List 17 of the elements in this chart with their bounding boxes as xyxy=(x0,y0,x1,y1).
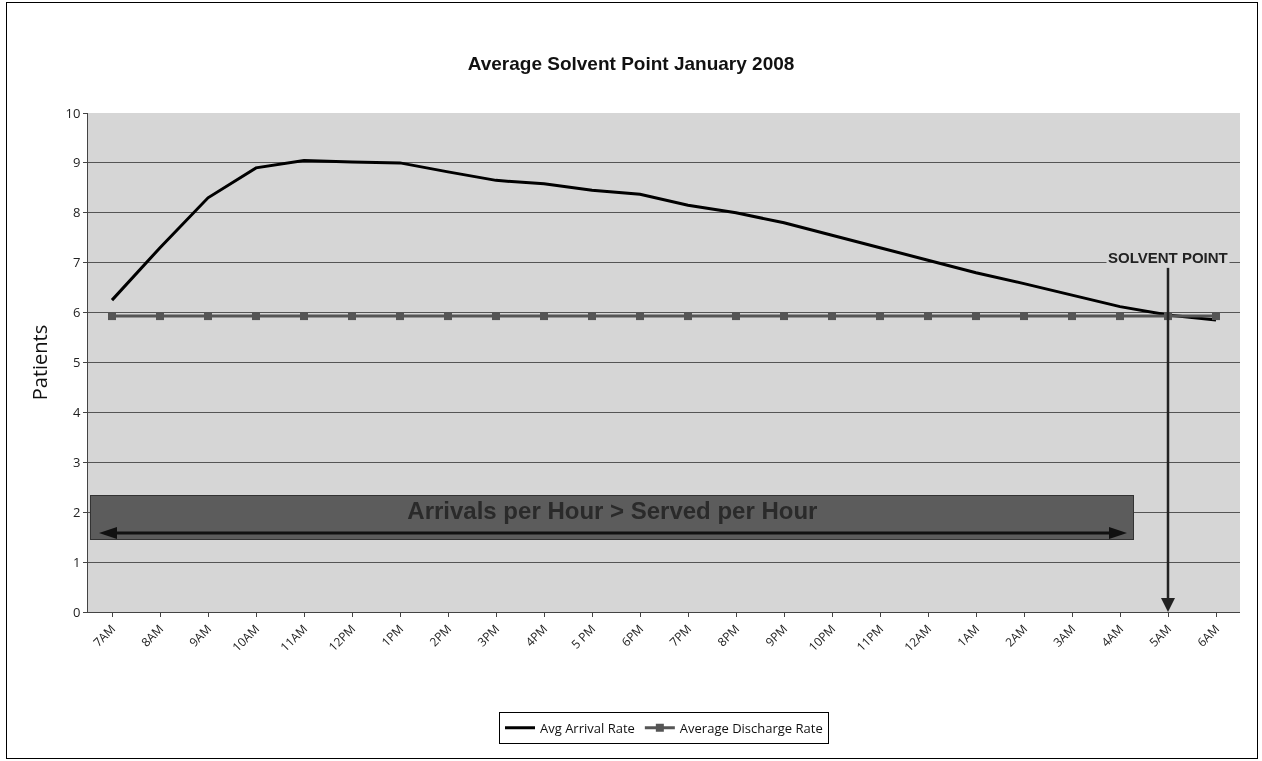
y-tick-label: 4 xyxy=(72,402,81,421)
y-tick-label: 6 xyxy=(72,303,81,322)
y-tick-label: 7 xyxy=(72,253,81,272)
y-tick-label: 5 xyxy=(72,353,81,372)
y-axis-title: Patients xyxy=(26,324,54,401)
legend-label: Average Discharge Rate xyxy=(679,718,823,737)
y-tick-label: 3 xyxy=(72,452,81,471)
y-tick-label: 8 xyxy=(72,203,81,222)
y-tick-label: 0 xyxy=(72,602,81,621)
ref-line-label: SOLVENT POINT xyxy=(1108,249,1228,266)
chart-title: Average Solvent Point January 2008 xyxy=(467,53,795,75)
y-tick-label: 9 xyxy=(72,153,81,172)
legend-label: Avg Arrival Rate xyxy=(540,718,635,737)
y-tick-label: 1 xyxy=(72,552,81,571)
y-tick-label: 2 xyxy=(72,502,81,521)
x-tick-label: 5 PM xyxy=(567,620,600,653)
y-tick-label: 10 xyxy=(65,103,81,122)
